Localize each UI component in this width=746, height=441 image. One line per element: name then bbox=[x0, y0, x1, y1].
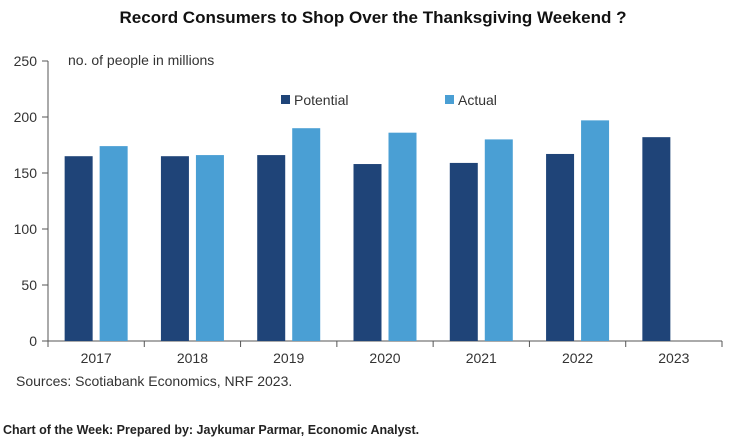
bar-potential-2018 bbox=[160, 156, 189, 341]
x-tick-label: 2017 bbox=[81, 350, 112, 366]
x-tick-label: 2023 bbox=[658, 350, 689, 366]
bar-potential-2023 bbox=[642, 137, 671, 341]
x-tick-label: 2021 bbox=[466, 350, 497, 366]
legend-label-actual: Actual bbox=[458, 92, 497, 108]
bar-actual-2018 bbox=[195, 155, 224, 341]
bar-actual-2017 bbox=[99, 146, 128, 341]
x-tick-label: 2022 bbox=[562, 350, 593, 366]
x-tick-label: 2018 bbox=[177, 350, 208, 366]
bar-potential-2019 bbox=[257, 155, 286, 341]
bar-potential-2020 bbox=[353, 164, 382, 341]
bars bbox=[64, 120, 671, 341]
x-tick-label: 2020 bbox=[369, 350, 400, 366]
y-tick-label: 100 bbox=[14, 221, 38, 237]
legend-swatch-actual bbox=[445, 95, 454, 104]
bar-actual-2020 bbox=[388, 132, 417, 341]
legend-label-potential: Potential bbox=[294, 92, 348, 108]
y-tick-label: 0 bbox=[29, 333, 37, 349]
bar-potential-2017 bbox=[64, 156, 93, 341]
bar-actual-2019 bbox=[292, 128, 321, 341]
y-tick-label: 250 bbox=[14, 53, 38, 69]
bar-potential-2021 bbox=[449, 162, 478, 341]
y-axis: 0 50 100 150 200 250 bbox=[14, 53, 49, 349]
chart-title: Record Consumers to Shop Over the Thanks… bbox=[119, 8, 627, 27]
legend: Potential Actual bbox=[281, 92, 497, 108]
bar-actual-2022 bbox=[581, 120, 610, 341]
footer-credit: Chart of the Week: Prepared by: Jaykumar… bbox=[3, 423, 420, 437]
bar-actual-2021 bbox=[484, 139, 513, 341]
x-axis: 2017 2018 2019 2020 2021 2022 2023 bbox=[47, 340, 723, 366]
legend-swatch-potential bbox=[281, 95, 290, 104]
unit-label: no. of people in millions bbox=[68, 52, 214, 68]
x-tick-label: 2019 bbox=[273, 350, 304, 366]
source-note: Sources: Scotiabank Economics, NRF 2023. bbox=[16, 373, 293, 389]
bar-potential-2022 bbox=[546, 153, 575, 341]
y-tick-label: 50 bbox=[21, 277, 37, 293]
y-tick-label: 200 bbox=[14, 109, 38, 125]
chart-area: 0 50 100 150 200 250 2017 2018 2019 2020 2021 2022… bbox=[14, 52, 723, 366]
y-tick-label: 150 bbox=[14, 165, 38, 181]
